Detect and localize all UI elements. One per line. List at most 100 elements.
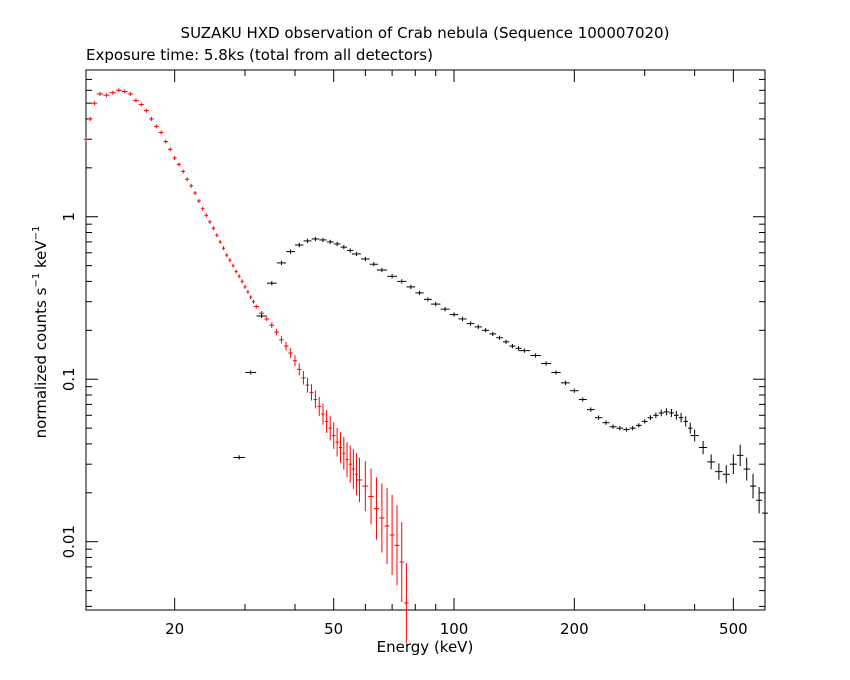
black-data-point <box>431 301 441 307</box>
black-data-point <box>736 444 744 467</box>
black-data-point <box>415 290 424 296</box>
red-data-point <box>345 442 349 478</box>
y-tick-label: 0.1 <box>60 367 78 391</box>
y-axis-label-main: normalized counts s <box>32 287 50 438</box>
chart-subtitle: Exposure time: 5.8ks (total from all det… <box>86 46 433 64</box>
x-tick-label: 20 <box>165 620 184 638</box>
black-data-point <box>311 236 320 242</box>
red-data-point <box>83 137 89 142</box>
black-data-point <box>256 313 267 319</box>
x-tick-label: 100 <box>440 620 469 638</box>
black-data-point <box>673 410 679 420</box>
red-data-point <box>274 328 280 336</box>
black-data-point <box>361 256 370 262</box>
red-data-point <box>297 363 302 376</box>
black-data-point <box>303 238 312 244</box>
black-data-point <box>699 440 708 455</box>
black-data-point <box>749 473 757 499</box>
black-data-point <box>762 499 768 528</box>
red-data-point <box>163 139 169 144</box>
black-data-point <box>678 412 684 423</box>
red-data-point <box>103 93 110 98</box>
y-tick-label: 1 <box>60 212 78 222</box>
red-data-point <box>394 505 400 586</box>
black-data-point <box>423 297 432 302</box>
black-data-point <box>663 408 669 416</box>
red-data-point <box>253 304 259 309</box>
x-tick-label: 50 <box>324 620 343 638</box>
red-data-point <box>252 299 256 304</box>
black-data-point <box>623 427 630 432</box>
red-data-point <box>240 279 244 284</box>
red-data-point <box>221 246 226 251</box>
black-data-point <box>326 239 334 245</box>
red-data-point <box>335 427 339 457</box>
black-data-point <box>707 454 716 470</box>
red-data-point <box>231 263 235 268</box>
red-data-point <box>149 116 154 121</box>
black-data-point <box>509 343 516 349</box>
black-data-point <box>743 457 750 481</box>
black-data-point <box>266 281 277 286</box>
red-data-point <box>176 162 182 167</box>
black-data-point <box>641 419 648 424</box>
black-data-point <box>449 312 459 317</box>
red-data-point <box>158 130 164 135</box>
black-data-point <box>658 409 664 417</box>
red-data-point <box>292 355 298 367</box>
red-data-point <box>305 377 310 393</box>
red-data-point <box>321 403 325 425</box>
black-data-point <box>496 335 503 340</box>
red-data-point <box>309 384 314 401</box>
red-data-point <box>288 348 293 358</box>
red-data-point <box>348 445 352 483</box>
red-data-point <box>208 219 212 224</box>
y-axis-label-sup2: −1 <box>31 226 42 241</box>
red-data-point <box>115 88 122 93</box>
red-data-point <box>181 169 186 174</box>
black-data-point <box>541 361 552 366</box>
red-data-point <box>269 322 275 329</box>
black-data-point <box>683 416 688 427</box>
red-data-point <box>234 269 238 274</box>
black-data-point <box>295 242 304 248</box>
red-data-point <box>193 190 198 195</box>
black-data-point <box>489 331 497 337</box>
black-data-point <box>340 244 348 250</box>
black-data-point <box>715 463 723 480</box>
black-data-point <box>466 321 475 326</box>
red-data-point <box>189 183 194 188</box>
red-data-point <box>313 390 318 409</box>
red-data-point <box>138 102 144 107</box>
red-data-point <box>389 494 395 575</box>
red-data-point <box>133 98 139 103</box>
red-data-point <box>143 108 149 113</box>
black-data-point <box>458 316 467 322</box>
red-data-point <box>317 396 322 417</box>
black-data-point <box>518 348 530 353</box>
black-data-point <box>756 487 763 514</box>
red-data-point <box>185 177 190 182</box>
black-data-point <box>629 425 636 431</box>
red-data-point <box>342 436 346 470</box>
y-axis-label-sup1: −1 <box>31 273 42 288</box>
red-data-point <box>384 487 390 565</box>
black-data-point <box>635 423 642 428</box>
black-data-point <box>286 249 295 254</box>
x-tick-label: 200 <box>560 620 589 638</box>
red-data-point <box>279 336 284 344</box>
black-data-point <box>669 408 674 417</box>
black-data-point <box>530 353 541 358</box>
red-data-point <box>153 124 159 129</box>
red-data-point <box>218 239 222 244</box>
red-data-point <box>91 101 98 106</box>
black-data-point <box>474 324 482 330</box>
red-data-point <box>379 483 385 553</box>
red-data-point <box>88 116 93 121</box>
black-data-point <box>387 274 397 279</box>
black-data-point <box>515 346 522 351</box>
red-data-point <box>204 213 209 218</box>
black-data-point <box>653 412 659 419</box>
red-data-point <box>211 226 216 231</box>
y-axis-label-mid: keV <box>32 240 50 273</box>
